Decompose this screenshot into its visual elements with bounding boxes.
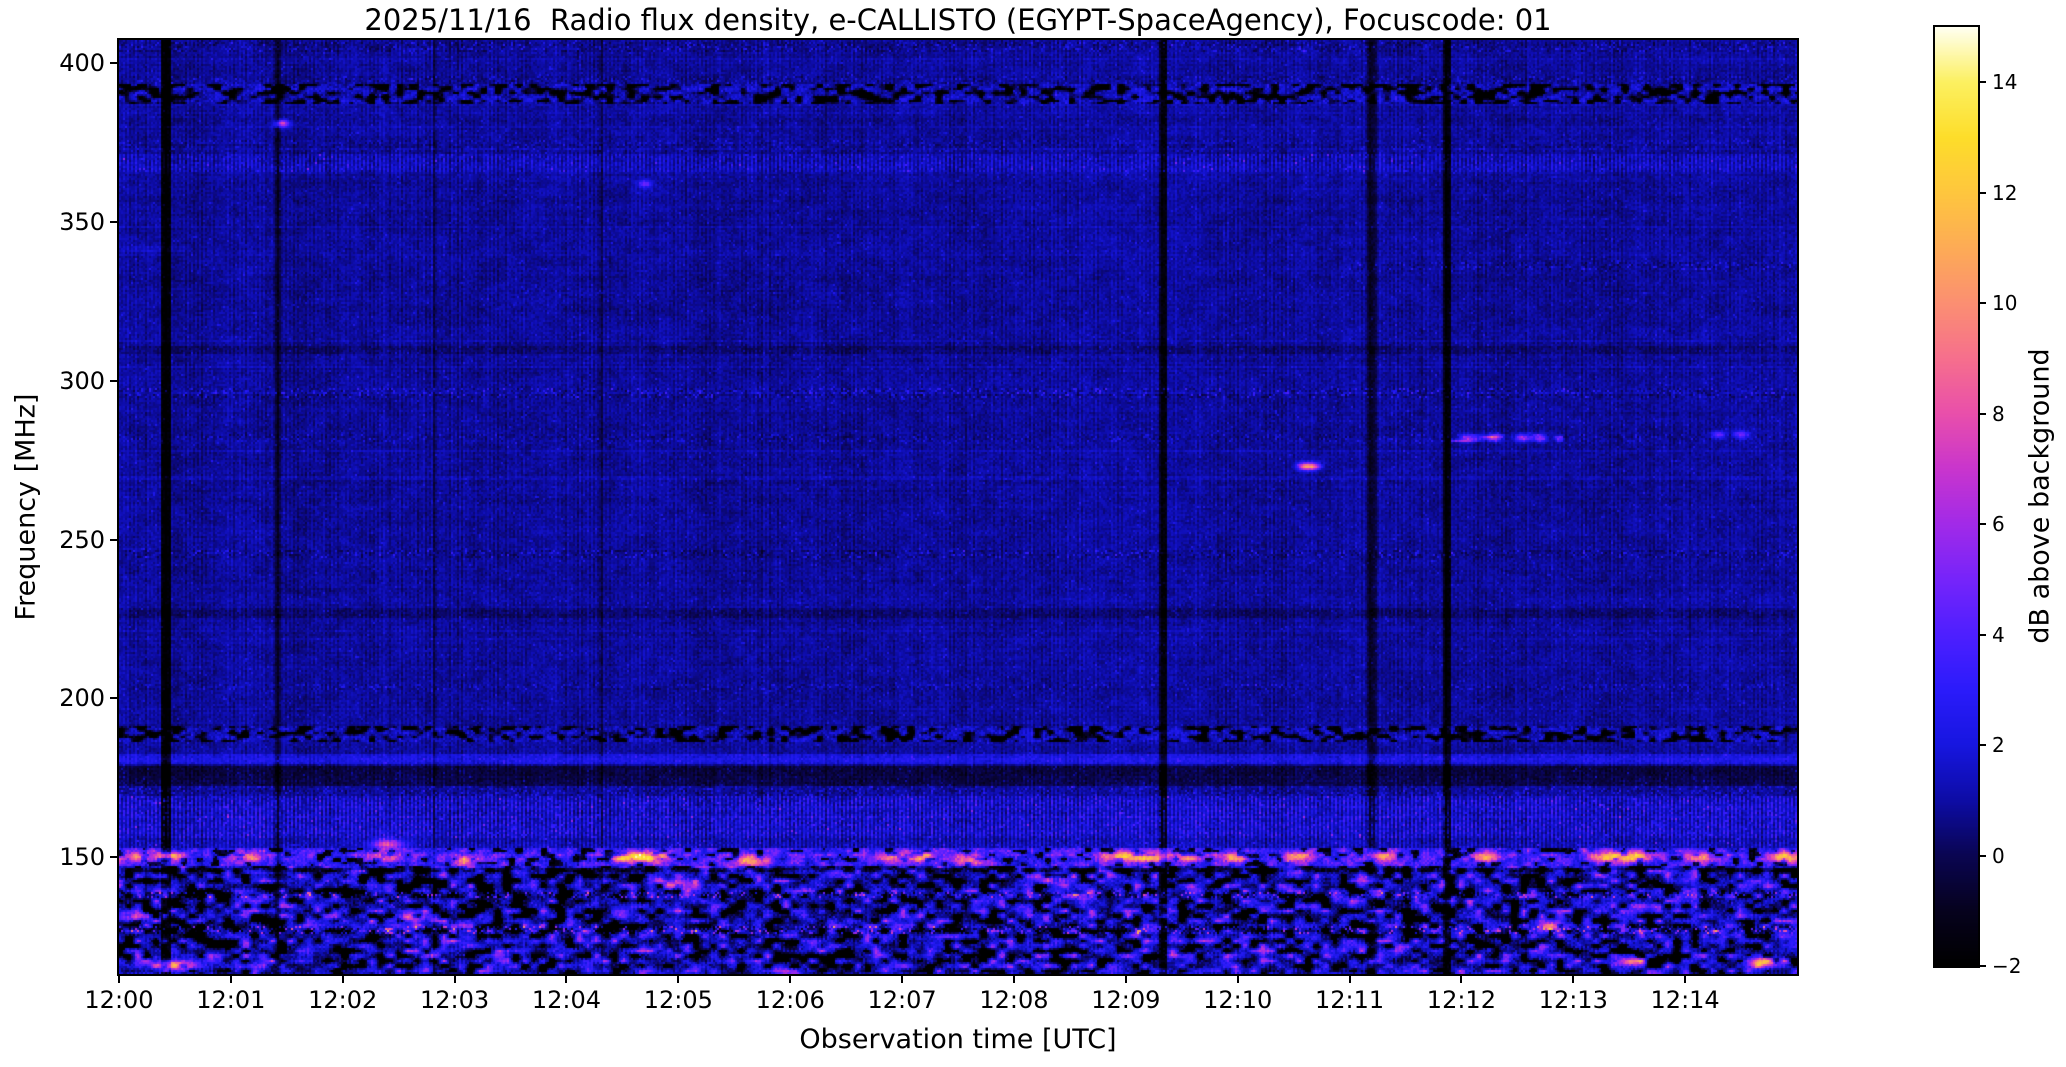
y-tick-label: 200	[59, 684, 105, 713]
x-tick-mark	[1236, 974, 1239, 983]
x-tick-label: 12:09	[1091, 986, 1161, 1014]
y-tick-mark	[110, 856, 119, 859]
x-tick-mark	[565, 974, 568, 983]
x-tick-label: 12:12	[1426, 986, 1496, 1014]
y-tick-label: 400	[59, 49, 105, 78]
y-axis-label: Frequency [MHz]	[10, 393, 42, 621]
x-tick-label: 12:10	[1203, 986, 1273, 1014]
colorbar-tick-label: 14	[1992, 70, 2018, 95]
x-tick-mark	[1348, 974, 1351, 983]
colorbar-tick-mark	[1978, 965, 1986, 967]
x-tick-label: 12:08	[979, 986, 1049, 1014]
colorbar-tick-mark	[1978, 191, 1986, 194]
y-tick-mark	[110, 62, 119, 65]
y-tick-mark	[110, 220, 119, 223]
y-tick-mark	[110, 379, 119, 382]
colorbar-tick-mark	[1978, 523, 1986, 526]
colorbar-tick-mark	[1978, 302, 1986, 305]
x-tick-label: 12:14	[1650, 986, 1720, 1014]
y-tick-label: 350	[59, 207, 105, 236]
colorbar-tick-label: 10	[1992, 291, 2018, 316]
x-tick-label: 12:04	[531, 986, 602, 1014]
x-tick-label: 12:07	[867, 986, 937, 1014]
x-tick-mark	[341, 974, 344, 983]
colorbar-tick-label: 0	[1992, 843, 2005, 868]
x-tick-label: 12:11	[1314, 986, 1385, 1014]
colorbar-tick-label: 6	[1992, 512, 2005, 537]
x-tick-mark	[789, 974, 792, 983]
colorbar-tick-mark	[1978, 854, 1986, 857]
y-tick-mark	[110, 697, 119, 700]
x-tick-mark	[1572, 974, 1575, 983]
spectrogram-heatmap	[119, 40, 1797, 974]
x-tick-label: 12:03	[420, 986, 490, 1014]
colorbar-tick-label: 4	[1992, 622, 2005, 647]
colorbar-label: dB above background	[2024, 348, 2056, 644]
colorbar-tick-label: 2	[1992, 733, 2005, 758]
colorbar-tick-mark	[1978, 412, 1986, 415]
x-tick-mark	[1124, 974, 1127, 983]
colorbar-tick-mark	[1978, 744, 1986, 747]
colorbar-tick-mark	[1978, 81, 1986, 84]
x-tick-mark	[1684, 974, 1687, 983]
x-tick-label: 12:00	[84, 986, 154, 1014]
x-tick-label: 12:01	[196, 986, 266, 1014]
y-tick-label: 250	[59, 525, 105, 554]
x-tick-mark	[1012, 974, 1015, 983]
x-tick-mark	[1460, 974, 1463, 983]
x-axis-label: Observation time [UTC]	[799, 1024, 1117, 1055]
colorbar-tick-label: 12	[1992, 180, 2018, 205]
x-tick-label: 12:13	[1538, 986, 1608, 1014]
x-tick-mark	[118, 974, 120, 983]
x-tick-label: 12:06	[755, 986, 825, 1014]
y-tick-label: 300	[59, 366, 105, 395]
plot-title: 2025/11/16 Radio flux density, e-CALLIST…	[364, 3, 1552, 37]
x-tick-label: 12:02	[308, 986, 378, 1014]
y-tick-mark	[110, 538, 119, 541]
x-tick-mark	[677, 974, 680, 983]
x-tick-mark	[229, 974, 232, 983]
colorbar-gradient	[1935, 27, 1978, 966]
x-tick-label: 12:05	[643, 986, 713, 1014]
colorbar-tick-label: −2	[1992, 954, 2022, 978]
y-tick-label: 150	[59, 843, 105, 872]
x-tick-mark	[901, 974, 904, 983]
colorbar-tick-label: 8	[1992, 401, 2005, 426]
colorbar-tick-mark	[1978, 633, 1986, 636]
x-tick-mark	[453, 974, 456, 983]
